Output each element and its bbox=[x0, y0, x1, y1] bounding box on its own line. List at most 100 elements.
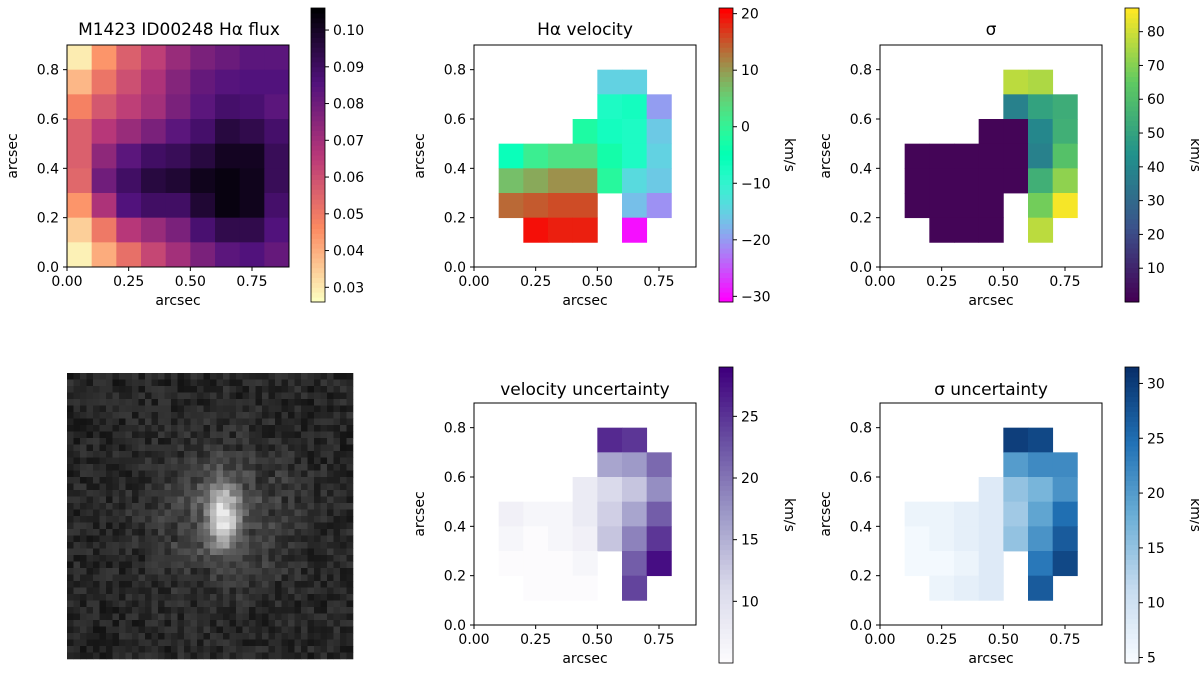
stamp-pixel bbox=[190, 587, 198, 595]
stamp-pixel bbox=[112, 496, 120, 504]
stamp-pixel bbox=[93, 451, 100, 458]
stamp-pixel bbox=[327, 412, 334, 419]
stamp-pixel bbox=[314, 620, 321, 627]
stamp-pixel bbox=[99, 633, 107, 640]
stamp-pixel bbox=[138, 451, 146, 458]
stamp-pixel bbox=[190, 490, 198, 497]
stamp-pixel bbox=[242, 633, 250, 640]
stamp-pixel bbox=[119, 568, 126, 575]
stamp-pixel bbox=[210, 568, 217, 575]
colorbar-segment bbox=[719, 228, 733, 234]
stamp-pixel bbox=[99, 581, 107, 588]
stamp-pixel bbox=[281, 613, 289, 621]
stamp-pixel bbox=[346, 509, 354, 517]
colorbar-segment bbox=[719, 8, 733, 14]
stamp-pixel bbox=[73, 542, 81, 549]
y-tick-label: 0.0 bbox=[850, 260, 872, 276]
colorbar-segment bbox=[719, 233, 733, 239]
colorbar-segment bbox=[719, 159, 733, 166]
stamp-pixel bbox=[190, 418, 198, 426]
heatmap-cell bbox=[165, 119, 191, 145]
stamp-pixel bbox=[112, 581, 120, 588]
stamp-pixel bbox=[184, 386, 191, 393]
heatmap-cell bbox=[215, 45, 241, 71]
stamp-pixel bbox=[275, 535, 282, 543]
stamp-pixel bbox=[210, 516, 217, 523]
stamp-pixel bbox=[93, 574, 100, 582]
stamp-pixel bbox=[86, 444, 94, 452]
stamp-pixel bbox=[314, 535, 321, 543]
stamp-pixel bbox=[268, 561, 276, 569]
stamp-pixel bbox=[242, 464, 250, 471]
stamp-pixel bbox=[333, 548, 341, 556]
stamp-pixel bbox=[158, 600, 165, 608]
heatmap-cell bbox=[523, 526, 549, 552]
stamp-pixel bbox=[125, 561, 133, 569]
stamp-pixel bbox=[151, 399, 159, 406]
stamp-pixel bbox=[210, 373, 217, 380]
stamp-pixel bbox=[216, 451, 224, 458]
stamp-pixel bbox=[93, 646, 100, 653]
heatmap-cell bbox=[165, 94, 191, 120]
colorbar-tick-label: −30 bbox=[741, 289, 771, 305]
heatmap-cell bbox=[165, 69, 191, 95]
stamp-pixel bbox=[327, 399, 334, 406]
stamp-pixel bbox=[171, 626, 178, 634]
stamp-pixel bbox=[93, 496, 100, 504]
heatmap-cell bbox=[929, 168, 955, 194]
stamp-pixel bbox=[288, 444, 295, 452]
colorbar-segment bbox=[1125, 421, 1139, 427]
stamp-pixel bbox=[268, 431, 276, 439]
stamp-pixel bbox=[164, 405, 172, 413]
stamp-pixel bbox=[255, 386, 263, 393]
heatmap-cell bbox=[67, 119, 93, 145]
stamp-pixel bbox=[171, 503, 178, 510]
stamp-pixel bbox=[229, 587, 237, 595]
stamp-pixel bbox=[223, 392, 230, 400]
stamp-pixel bbox=[216, 438, 224, 445]
heatmap-cell bbox=[1052, 119, 1078, 145]
stamp-pixel bbox=[125, 490, 133, 497]
stamp-pixel bbox=[216, 412, 224, 419]
stamp-pixel bbox=[99, 431, 107, 439]
stamp-pixel bbox=[268, 418, 276, 426]
stamp-pixel bbox=[80, 470, 87, 478]
stamp-pixel bbox=[281, 652, 289, 660]
stamp-pixel bbox=[255, 633, 263, 640]
heatmap-cell bbox=[597, 143, 623, 169]
stamp-pixel bbox=[177, 548, 185, 556]
heatmap-cell bbox=[548, 575, 574, 601]
stamp-pixel bbox=[281, 496, 289, 504]
stamp-pixel bbox=[151, 477, 159, 484]
stamp-pixel bbox=[67, 594, 74, 601]
y-tick-label: 0.2 bbox=[37, 211, 59, 227]
y-tick-label: 0.2 bbox=[850, 569, 872, 585]
stamp-pixel bbox=[171, 561, 178, 569]
stamp-pixel bbox=[145, 594, 152, 601]
stamp-pixel bbox=[320, 568, 328, 575]
stamp-pixel bbox=[184, 425, 191, 432]
colorbar-segment bbox=[719, 262, 733, 269]
stamp-pixel bbox=[288, 633, 295, 640]
stamp-pixel bbox=[106, 470, 113, 478]
colorbar-segment bbox=[719, 376, 733, 383]
stamp-pixel bbox=[138, 522, 146, 530]
stamp-pixel bbox=[255, 607, 263, 614]
stamp-pixel bbox=[340, 561, 347, 569]
stamp-pixel bbox=[151, 451, 159, 458]
stamp-pixel bbox=[242, 652, 250, 660]
heatmap-cell bbox=[498, 168, 524, 194]
stamp-pixel bbox=[268, 639, 276, 647]
stamp-pixel bbox=[184, 496, 191, 504]
stamp-pixel bbox=[236, 418, 243, 426]
colorbar-segment bbox=[719, 450, 733, 457]
stamp-pixel bbox=[333, 652, 341, 660]
x-axis-label: arcsec bbox=[968, 651, 1013, 667]
stamp-pixel bbox=[242, 477, 250, 484]
colorbar-segment bbox=[1125, 490, 1139, 496]
heatmap-cell bbox=[1028, 452, 1054, 478]
stamp-pixel bbox=[320, 412, 328, 419]
stamp-pixel bbox=[340, 373, 347, 380]
stamp-pixel bbox=[340, 581, 347, 588]
stamp-pixel bbox=[67, 529, 74, 536]
